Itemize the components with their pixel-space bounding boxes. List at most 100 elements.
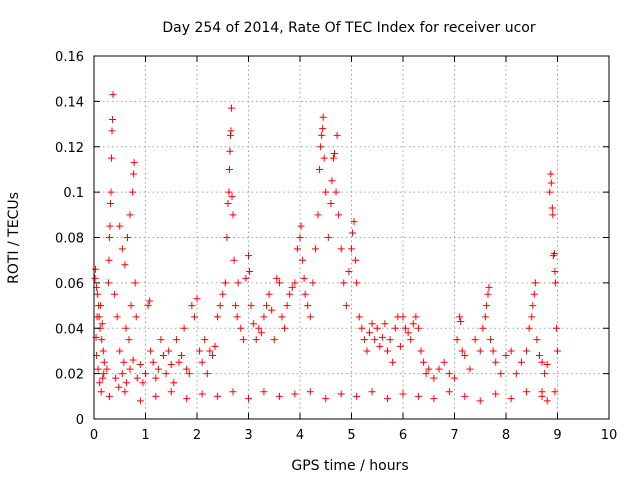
data-point (273, 274, 281, 282)
data-point (293, 245, 301, 253)
data-point (98, 320, 106, 328)
x-tick-label: 2 (193, 428, 201, 443)
data-point (523, 388, 531, 396)
data-point (458, 347, 466, 355)
data-point (130, 170, 138, 178)
data-point (412, 313, 420, 321)
data-point (265, 290, 273, 298)
data-point (407, 336, 415, 344)
data-point (353, 392, 361, 400)
data-point (530, 290, 538, 298)
data-point (355, 313, 363, 321)
data-point (167, 388, 175, 396)
data-point (208, 351, 216, 359)
data-point (123, 234, 131, 241)
y-tick-label: 0.08 (55, 232, 84, 247)
data-point (122, 379, 130, 387)
data-point (484, 290, 492, 298)
data-point (337, 390, 345, 398)
data-point (399, 313, 407, 321)
y-tick-label: 0.16 (55, 50, 84, 65)
data-point (170, 379, 178, 387)
x-tick-label: 7 (450, 428, 458, 443)
data-point (296, 234, 304, 241)
data-point (340, 279, 348, 287)
data-point (547, 170, 555, 178)
data-point (550, 249, 558, 257)
data-point (104, 279, 112, 287)
data-point (291, 390, 299, 398)
data-point (314, 211, 322, 219)
data-point (118, 370, 126, 378)
x-tick-label: 8 (502, 428, 510, 443)
data-point (319, 113, 327, 121)
data-point (299, 256, 307, 264)
data-point (317, 143, 325, 151)
data-point (190, 313, 198, 321)
y-tick-label: 0 (76, 413, 84, 428)
data-point (479, 324, 487, 332)
data-point (457, 317, 465, 325)
data-point (414, 392, 422, 400)
data-point (324, 234, 332, 241)
data-point (180, 324, 188, 332)
data-point (319, 125, 327, 133)
data-point (547, 179, 555, 187)
data-point (152, 374, 160, 382)
x-tick-label: 4 (296, 428, 304, 443)
data-point (337, 245, 345, 253)
data-point (525, 324, 533, 332)
data-point (363, 347, 371, 355)
data-point (216, 302, 224, 310)
data-point (245, 395, 252, 403)
x-tick-label: 10 (601, 428, 618, 443)
data-point (425, 365, 433, 373)
data-point (549, 211, 557, 219)
data-point (497, 370, 505, 378)
data-point (185, 370, 193, 378)
data-point (136, 397, 144, 405)
data-point (221, 279, 229, 287)
data-point (230, 256, 238, 264)
data-point (260, 388, 268, 396)
x-tick-label: 0 (90, 428, 98, 443)
data-point (297, 222, 305, 230)
data-point (451, 374, 458, 382)
data-point (507, 395, 515, 403)
data-point (378, 333, 386, 341)
data-point (353, 279, 361, 287)
data-point (304, 302, 312, 310)
data-point (551, 268, 559, 276)
data-point (489, 347, 497, 355)
data-point (543, 361, 551, 369)
data-point (435, 365, 443, 373)
data-point (146, 297, 154, 305)
data-point (196, 347, 204, 355)
data-point (531, 279, 539, 287)
data-point (306, 388, 314, 396)
data-point (331, 150, 339, 158)
data-point (132, 313, 140, 321)
data-point (226, 131, 234, 139)
data-point (160, 351, 168, 359)
data-point (129, 356, 137, 364)
data-point (471, 336, 479, 344)
data-point (453, 336, 461, 344)
data-point (420, 358, 428, 366)
data-point (246, 268, 254, 276)
data-point (399, 390, 407, 398)
x-axis-title: GPS time / hours (291, 458, 408, 474)
data-point (126, 211, 134, 219)
data-point (127, 302, 135, 310)
data-point (93, 313, 101, 321)
data-point (409, 320, 417, 328)
y-tick-label: 0.04 (55, 322, 84, 337)
data-point (445, 388, 453, 396)
data-point (373, 324, 381, 332)
data-point (211, 342, 219, 350)
data-point (352, 256, 360, 264)
data-point (198, 390, 206, 398)
data-point (368, 320, 376, 328)
data-point (106, 222, 114, 230)
data-point (278, 313, 286, 321)
